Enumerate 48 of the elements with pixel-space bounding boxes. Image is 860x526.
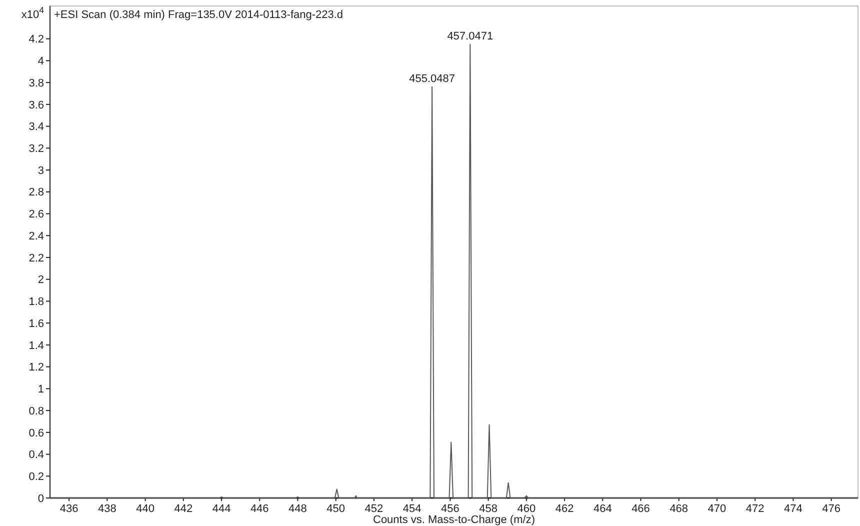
- y-tick-label: 2.6: [28, 208, 44, 221]
- y-tick-label: 1: [38, 384, 44, 396]
- y-tick-label: 2.4: [28, 230, 44, 242]
- x-tick-label: 442: [174, 503, 193, 515]
- x-axis-title: Counts vs. Mass-to-Charge (m/z): [373, 514, 535, 526]
- y-tick-label: 0.4: [28, 449, 44, 462]
- x-tick-label: 454: [402, 503, 422, 515]
- x-tick-label: 472: [746, 503, 764, 515]
- y-tick-label: 3.6: [28, 99, 44, 112]
- x-tick-label: 474: [784, 503, 802, 515]
- y-tick-label: 2: [38, 274, 44, 286]
- y-tick-label: 4: [38, 56, 44, 68]
- x-tick-label: 466: [632, 503, 650, 515]
- y-axis-title: x10$^{4}$: [21, 5, 44, 21]
- y-tick-label: 1.8: [28, 296, 44, 308]
- x-tick-label: 452: [364, 503, 384, 515]
- y-tick-label: 0.8: [28, 405, 44, 418]
- y-tick-label: 3.4: [28, 121, 44, 134]
- chart-title: +ESI Scan (0.384 min) Frag=135.0V 2014-0113-fang-223.d: [54, 9, 344, 21]
- y-tick-label: 2.2: [28, 252, 44, 264]
- x-tick-label: 464: [593, 503, 612, 515]
- x-tick-label: 470: [708, 503, 726, 515]
- y-tick-label: 0: [38, 492, 44, 505]
- y-tick-label: 3: [38, 164, 44, 177]
- y-tick-label: 3.8: [28, 77, 44, 90]
- y-tick-label: 1.6: [28, 318, 44, 330]
- x-tick-label: 438: [98, 503, 116, 515]
- x-tick-label: 446: [250, 503, 269, 515]
- x-tick-label: 468: [670, 503, 688, 515]
- y-tick-label: 0.2: [28, 470, 44, 483]
- y-tick-label: 0.6: [28, 427, 44, 440]
- x-tick-label: 476: [822, 503, 840, 515]
- y-tick-label: 1.2: [28, 362, 44, 374]
- x-tick-label: 448: [288, 503, 307, 515]
- x-tick-label: 460: [517, 503, 536, 515]
- x-tick-label: 440: [136, 503, 154, 515]
- x-tick-label: 444: [212, 503, 231, 515]
- annotation: 457.0471: [447, 30, 494, 42]
- x-tick-label: 450: [326, 503, 346, 515]
- y-tick-label: 4.2: [28, 34, 44, 46]
- x-tick-label: 462: [555, 503, 574, 515]
- x-tick-label: 436: [60, 503, 78, 515]
- annotation: 455.0487: [409, 72, 456, 85]
- y-tick-label: 1.4: [28, 340, 44, 352]
- x-tick-label: 458: [479, 503, 498, 515]
- y-tick-label: 3.2: [28, 142, 44, 155]
- x-tick-label: 456: [441, 503, 460, 515]
- y-tick-label: 2.8: [28, 186, 44, 199]
